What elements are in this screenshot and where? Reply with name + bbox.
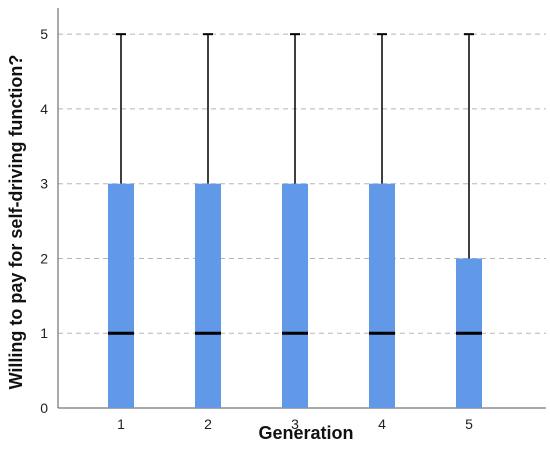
x-tick-label-4: 4 [378, 416, 386, 432]
box-1 [108, 183, 134, 408]
x-tick-label-1: 1 [117, 416, 125, 432]
y-tick-label-5: 5 [40, 26, 48, 42]
y-axis-title: Willing to pay for self-driving function… [6, 55, 26, 390]
y-tick-label-4: 4 [40, 101, 48, 117]
box-group-3 [282, 33, 308, 408]
y-tick-label-2: 2 [40, 250, 48, 266]
y-tick-label-0: 0 [40, 400, 48, 416]
box-2 [195, 183, 221, 408]
box-group-5 [456, 33, 482, 408]
x-axis-title: Generation [258, 423, 353, 443]
boxes [108, 33, 482, 408]
x-tick-label-5: 5 [465, 416, 473, 432]
y-tick-label-3: 3 [40, 176, 48, 192]
y-tick-label-1: 1 [40, 325, 48, 341]
x-tick-label-2: 2 [204, 416, 212, 432]
box-group-4 [369, 33, 395, 408]
tick-labels: 0 1 2 3 4 5 1 2 3 4 5 [40, 26, 473, 432]
box-group-1 [108, 33, 134, 408]
x-tick-label-3: 3 [291, 416, 299, 432]
box-group-2 [195, 33, 221, 408]
box-4 [369, 183, 395, 408]
box-3 [282, 183, 308, 408]
